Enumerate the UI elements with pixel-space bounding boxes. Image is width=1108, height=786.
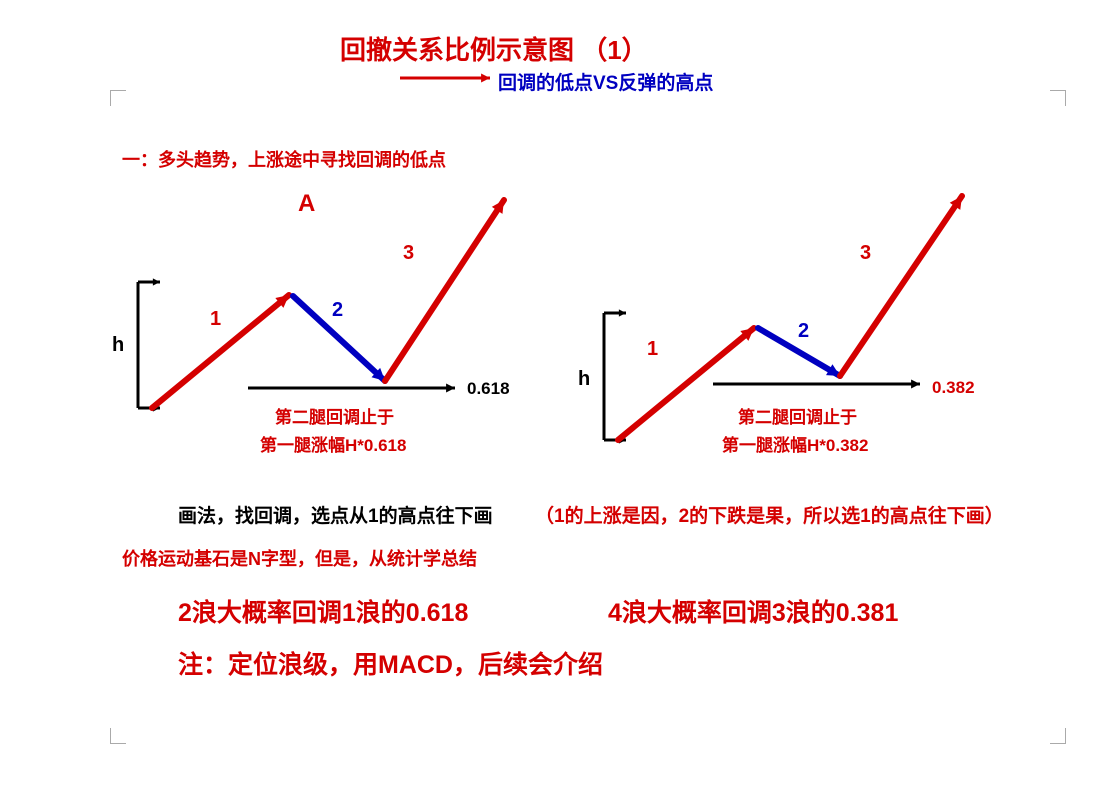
right-caption-1: 第二腿回调止于 [738, 403, 857, 428]
left-caption-1: 第二腿回调止于 [275, 403, 394, 428]
artboard: 回撤关系比例示意图 （1） 回调的低点VS反弹的高点 一：多头趋势，上涨途中寻找… [50, 8, 1050, 768]
right-leg1-label: 1 [647, 338, 658, 361]
main-title: 回撤关系比例示意图 （1） [340, 30, 648, 67]
right-caption-2: 第一腿涨幅H*0.382 [722, 431, 868, 456]
crop-mark-tl [110, 90, 126, 106]
left-caption-2: 第一腿涨幅H*0.618 [260, 431, 406, 456]
footer-big-right: 4浪大概率回调3浪的0.381 [608, 593, 898, 629]
footer-big-left: 2浪大概率回调1浪的0.618 [178, 593, 468, 629]
section-label: 一：多头趋势，上涨途中寻找回调的低点 [122, 146, 446, 172]
left-leg2-label: 2 [332, 299, 343, 322]
subtitle-text: 回调的低点VS反弹的高点 [498, 68, 713, 95]
footer-line1-red: （1的上涨是因，2的下跌是果，所以选1的高点往下画） [535, 501, 1004, 528]
right-h-label: h [578, 368, 590, 391]
crop-mark-bl [110, 728, 126, 744]
left-h-label: h [112, 334, 124, 357]
crop-mark-tr [1050, 90, 1066, 106]
crop-mark-br [1050, 728, 1066, 744]
right-leg3-label: 3 [860, 242, 871, 265]
footer-note: 注：定位浪级，用MACD，后续会介绍 [178, 645, 603, 681]
left-ratio-label: 0.618 [467, 379, 510, 399]
right-ratio-label: 0.382 [932, 378, 975, 398]
right-leg2-label: 2 [798, 320, 809, 343]
label-A: A [298, 190, 315, 218]
footer-line2: 价格运动基石是N字型，但是，从统计学总结 [122, 545, 477, 571]
footer-line1-black: 画法，找回调，选点从1的高点往下画 [178, 501, 493, 528]
left-leg3-label: 3 [403, 242, 414, 265]
left-leg1-label: 1 [210, 308, 221, 331]
